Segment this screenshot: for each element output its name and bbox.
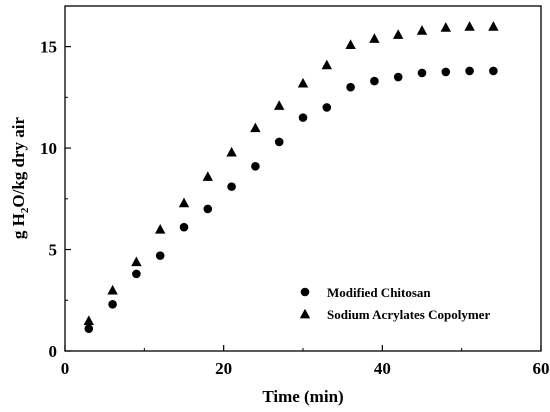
- y-tick-label: 5: [49, 241, 58, 260]
- data-point-modified-chitosan: [298, 113, 308, 122]
- y-axis-title-pre: g H: [9, 213, 28, 239]
- x-tick-label: 0: [61, 359, 70, 378]
- data-point-sodium-acrylates-copolymer: [345, 39, 356, 49]
- data-point-sodium-acrylates-copolymer: [416, 25, 428, 35]
- x-axis-ticks: 0 20 40 60: [61, 345, 550, 378]
- data-point-sodium-acrylates-copolymer: [440, 22, 451, 32]
- y-tick-label: 15: [40, 38, 57, 57]
- legend-marker-modified-chitosan: [300, 287, 310, 297]
- x-tick-label: 40: [374, 359, 391, 378]
- data-point-sodium-acrylates-copolymer: [297, 77, 309, 88]
- data-point-sodium-acrylates-copolymer: [464, 21, 475, 31]
- data-point-modified-chitosan: [322, 103, 332, 112]
- legend-label-sodium-acrylates-copolymer: Sodium Acrylates Copolymer: [327, 307, 490, 322]
- legend: Modified Chitosan Sodium Acrylates Copol…: [299, 285, 490, 322]
- x-axis-title: Time (min): [262, 387, 343, 406]
- data-point-modified-chitosan: [251, 162, 260, 171]
- data-point-sodium-acrylates-copolymer: [155, 224, 166, 234]
- data-point-sodium-acrylates-copolymer: [83, 315, 94, 325]
- data-point-modified-chitosan: [203, 204, 213, 214]
- data-point-modified-chitosan: [489, 66, 498, 76]
- y-tick-label: 10: [40, 139, 57, 158]
- data-point-modified-chitosan: [108, 300, 117, 309]
- data-point-modified-chitosan: [84, 324, 94, 333]
- data-point-modified-chitosan: [465, 66, 474, 76]
- data-point-sodium-acrylates-copolymer: [369, 33, 380, 43]
- y-tick-label: 0: [49, 342, 58, 361]
- data-point-sodium-acrylates-copolymer: [321, 59, 332, 70]
- y-axis-title-subscript: 2: [19, 207, 31, 213]
- x-tick-label: 60: [533, 359, 550, 378]
- legend-label-modified-chitosan: Modified Chitosan: [327, 285, 431, 300]
- y-axis-title-post: O/kg dry air: [9, 116, 28, 207]
- data-point-modified-chitosan: [441, 67, 451, 77]
- data-point-sodium-acrylates-copolymer: [178, 197, 190, 208]
- data-points: [83, 21, 499, 333]
- data-point-modified-chitosan: [370, 76, 379, 86]
- data-point-sodium-acrylates-copolymer: [107, 284, 118, 295]
- legend-circle-marker: [300, 287, 310, 297]
- data-point-modified-chitosan: [227, 182, 236, 191]
- data-point-modified-chitosan: [346, 82, 355, 92]
- data-point-sodium-acrylates-copolymer: [274, 100, 285, 110]
- data-point-modified-chitosan: [393, 72, 403, 82]
- legend-marker-sodium-acrylates-copolymer: [299, 308, 311, 319]
- y-axis-title: g H2O/kg dry air: [9, 116, 31, 239]
- data-point-sodium-acrylates-copolymer: [250, 122, 261, 133]
- data-point-modified-chitosan: [132, 269, 141, 279]
- x-tick-label: 20: [215, 359, 232, 378]
- data-point-sodium-acrylates-copolymer: [488, 21, 499, 31]
- data-point-sodium-acrylates-copolymer: [202, 171, 213, 181]
- y-axis-ticks: 0 5 10 15: [40, 38, 71, 361]
- plot-area-frame: [64, 5, 542, 352]
- data-point-sodium-acrylates-copolymer: [393, 29, 404, 39]
- data-point-modified-chitosan: [179, 222, 189, 232]
- data-point-modified-chitosan: [155, 251, 165, 260]
- legend-triangle-marker: [299, 308, 311, 319]
- data-point-sodium-acrylates-copolymer: [131, 256, 142, 267]
- data-point-sodium-acrylates-copolymer: [226, 146, 237, 157]
- data-point-modified-chitosan: [274, 137, 284, 147]
- data-point-modified-chitosan: [417, 68, 427, 78]
